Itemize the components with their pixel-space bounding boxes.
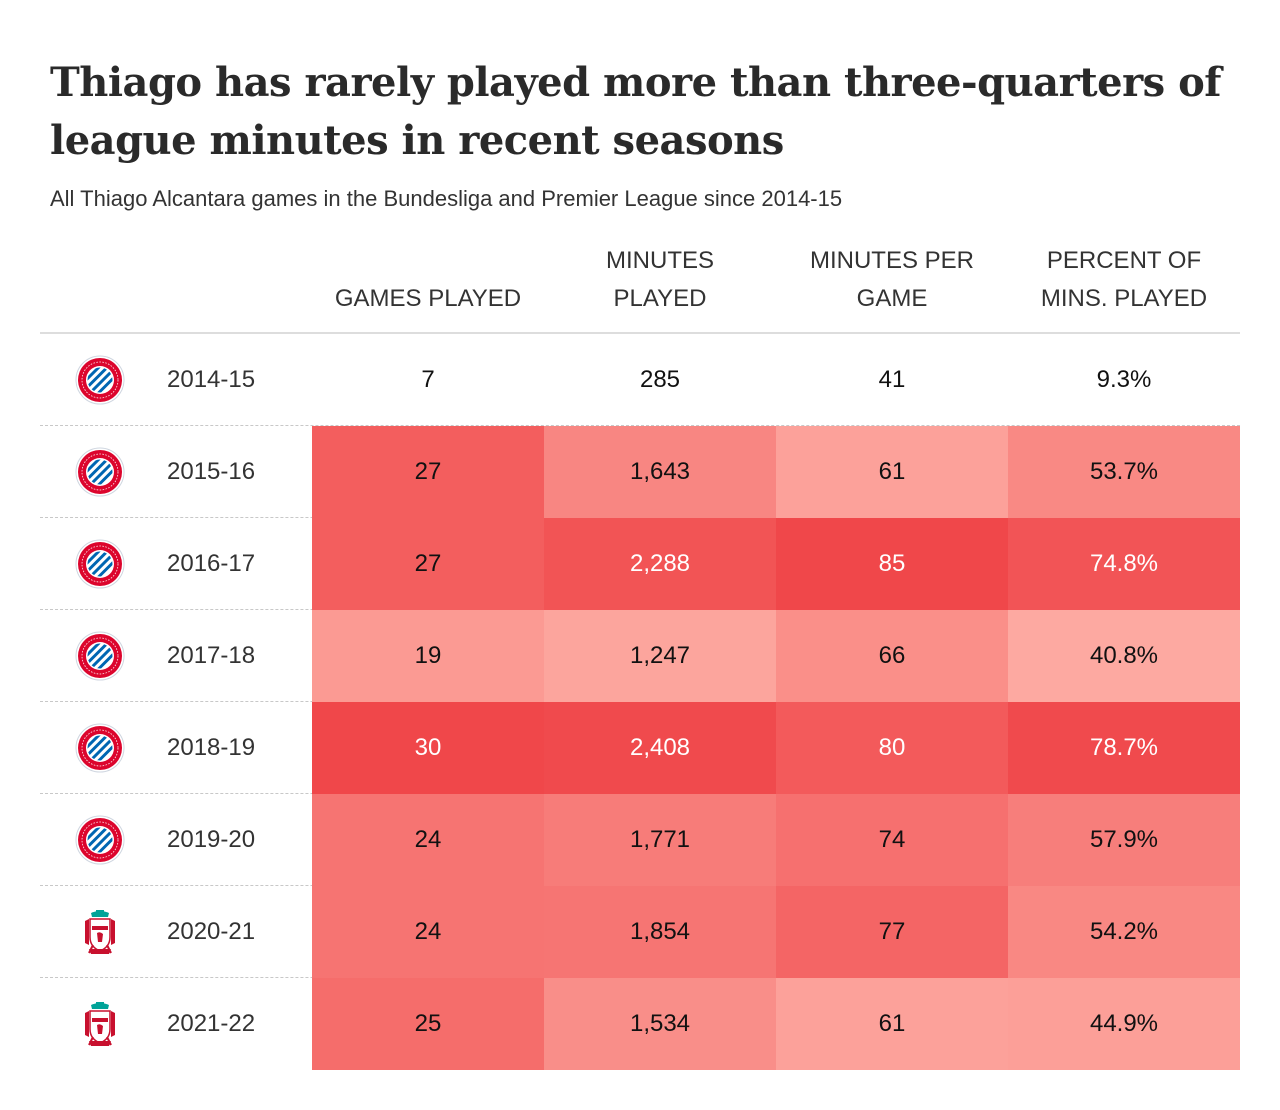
table-row: 2019-20 24 1,771 74 57.9%: [40, 794, 1240, 886]
cell-games: 27: [312, 518, 544, 610]
table-row: 2014-15 7 285 41 9.3%: [40, 334, 1240, 426]
cell-mpg: 85: [776, 518, 1008, 610]
bayern-munich-crest-icon: [75, 631, 125, 681]
cell-games: 19: [312, 610, 544, 702]
cell-pct: 40.8%: [1008, 610, 1240, 702]
cell-games: 24: [312, 886, 544, 978]
season-label: 2019-20: [167, 826, 256, 853]
column-header-line: MINUTES PER: [809, 247, 974, 274]
cell-mpg: 61: [776, 426, 1008, 518]
bayern-munich-crest-icon: [75, 815, 125, 865]
season-label: 2014-15: [167, 366, 256, 393]
season-label: 2020-21: [167, 918, 256, 945]
table-row: 2021-22 25 1,534 61 44.9%: [40, 978, 1240, 1070]
cell-minutes: 1,854: [544, 886, 776, 978]
cell-games: 27: [312, 426, 544, 518]
table-row: 2018-19 30 2,408 80 78.7%: [40, 702, 1240, 794]
season-label: 2018-19: [167, 734, 256, 761]
cell-minutes: 1,534: [544, 978, 776, 1070]
liverpool-crest-icon: [75, 907, 125, 957]
cell-mpg: 80: [776, 702, 1008, 794]
column-header-line: [312, 242, 544, 280]
cell-games: 7: [421, 366, 435, 393]
column-header-line: MINS. PLAYED: [1040, 285, 1208, 312]
season-label: 2021-22: [167, 1010, 256, 1037]
bayern-munich-crest-icon: [75, 723, 125, 773]
liverpool-crest-icon: [75, 999, 125, 1049]
table-row: 2015-16 27 1,643 61 53.7%: [40, 426, 1240, 518]
column-header-pct: PERCENT OF MINS. PLAYED: [1008, 242, 1240, 318]
table-body: 2014-15 7 285 41 9.3% 2015-16 27 1,643 61 53.7% 20…: [40, 334, 1240, 1070]
cell-pct: 9.3%: [1096, 366, 1152, 393]
cell-pct: 44.9%: [1008, 978, 1240, 1070]
cell-mpg: 61: [776, 978, 1008, 1070]
cell-minutes: 1,643: [544, 426, 776, 518]
column-header-line: PLAYED: [613, 285, 707, 312]
cell-mpg: 66: [776, 610, 1008, 702]
column-header-line: GAME: [856, 285, 928, 312]
cell-mpg: 41: [878, 366, 906, 393]
column-header-mpg: MINUTES PER GAME: [776, 242, 1008, 318]
season-label: 2017-18: [167, 642, 256, 669]
column-header-games: GAMES PLAYED: [312, 242, 544, 318]
table-row: 2017-18 19 1,247 66 40.8%: [40, 610, 1240, 702]
column-header-line: PERCENT OF: [1046, 247, 1202, 274]
bayern-munich-crest-icon: [75, 447, 125, 497]
column-header-minutes: MINUTES PLAYED: [544, 242, 776, 318]
cell-pct: 78.7%: [1008, 702, 1240, 794]
cell-minutes: 285: [639, 366, 681, 393]
season-label: 2015-16: [167, 458, 256, 485]
table-row: 2020-21 24 1,854 77 54.2%: [40, 886, 1240, 978]
chart-subtitle: All Thiago Alcantara games in the Bundes…: [50, 186, 843, 211]
column-header-line: GAMES PLAYED: [334, 285, 522, 312]
column-header-line: MINUTES: [606, 247, 714, 274]
cell-mpg: 77: [776, 886, 1008, 978]
cell-mpg: 74: [776, 794, 1008, 886]
cell-minutes: 1,771: [544, 794, 776, 886]
cell-pct: 57.9%: [1008, 794, 1240, 886]
cell-games: 30: [312, 702, 544, 794]
cell-minutes: 1,247: [544, 610, 776, 702]
cell-pct: 74.8%: [1008, 518, 1240, 610]
table-header: GAMES PLAYED MINUTES PLAYED MINUTES PER GAME…: [40, 240, 1240, 334]
chart-title: Thiago has rarely played more than three…: [50, 59, 1221, 164]
table-row: 2016-17 27 2,288 85 74.8%: [40, 518, 1240, 610]
cell-minutes: 2,288: [544, 518, 776, 610]
season-label: 2016-17: [167, 550, 256, 577]
cell-minutes: 2,408: [544, 702, 776, 794]
bayern-munich-crest-icon: [75, 539, 125, 589]
cell-games: 25: [312, 978, 544, 1070]
bayern-munich-crest-icon: [75, 355, 125, 405]
cell-pct: 54.2%: [1008, 886, 1240, 978]
cell-games: 24: [312, 794, 544, 886]
cell-pct: 53.7%: [1008, 426, 1240, 518]
stats-table: GAMES PLAYED MINUTES PLAYED MINUTES PER GAME…: [40, 240, 1240, 1070]
